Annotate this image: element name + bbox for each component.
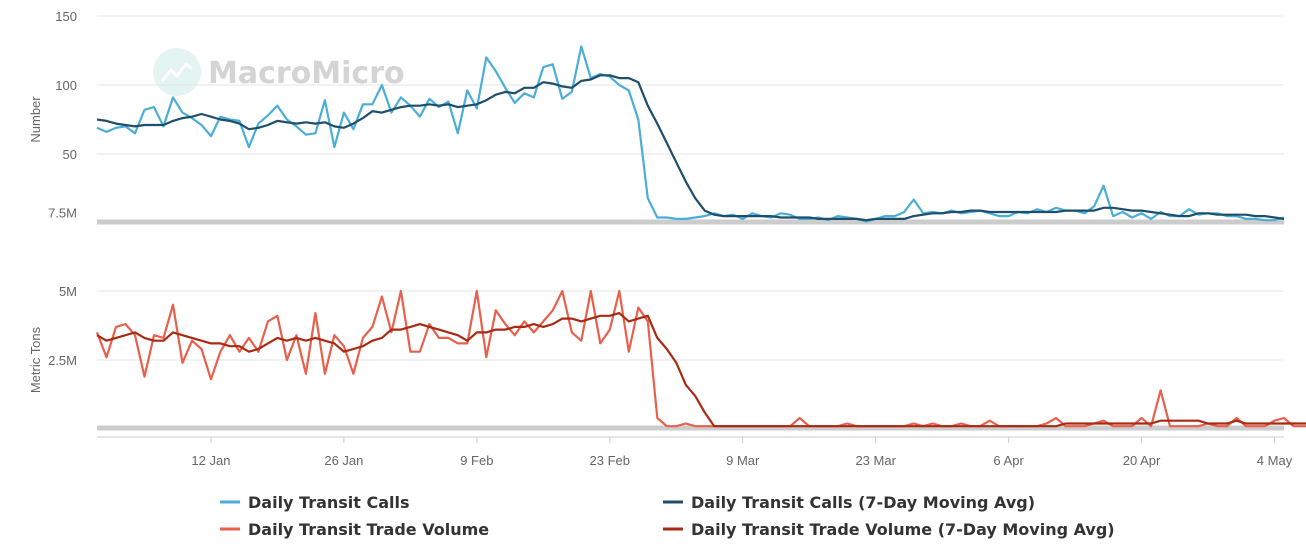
x-tick-label: 20 Apr (1123, 453, 1161, 468)
x-tick-label: 26 Jan (324, 453, 363, 468)
legend-item: Daily Transit Trade Volume (220, 520, 489, 539)
y-tick-label: 5M (59, 284, 77, 299)
x-tick-label: 23 Mar (855, 453, 896, 468)
legend-item: Daily Transit Trade Volume (7-Day Moving… (663, 520, 1115, 539)
y-tick-label: 7.5M (48, 206, 77, 221)
watermark: MacroMicro (153, 48, 405, 96)
series-line-2 (96, 312, 1306, 428)
y-tick-label: 150 (55, 9, 77, 24)
panel-1: 150 100 50 7.5M Number (28, 9, 1285, 225)
x-tick-label: 12 Jan (191, 453, 230, 468)
legend-label: Daily Transit Calls (248, 493, 410, 512)
x-tick-label: 6 Apr (993, 453, 1024, 468)
legend-label: Daily Transit Calls (7-Day Moving Avg) (691, 493, 1035, 512)
y-tick-label: 50 (63, 147, 77, 162)
x-tick-label: 9 Mar (726, 453, 760, 468)
panel-2: 5M 2.5M Metric Tons (28, 284, 1306, 431)
x-tick-label: 4 May (1257, 453, 1293, 468)
y-axis-title: Number (28, 96, 43, 143)
series-line-1 (96, 45, 1285, 223)
x-tick-label: 9 Feb (460, 453, 493, 468)
legend-item: Daily Transit Calls (7-Day Moving Avg) (663, 493, 1035, 512)
y-tick-label: 2.5M (48, 353, 77, 368)
series-line-2 (96, 74, 1285, 222)
legend-item: Daily Transit Calls (220, 493, 410, 512)
watermark-text: MacroMicro (208, 56, 405, 91)
watermark-logo-icon (153, 48, 201, 96)
legend-label: Daily Transit Trade Volume (7-Day Moving… (691, 520, 1115, 539)
legend: Daily Transit Calls Daily Transit Calls (… (220, 493, 1115, 539)
y-axis-title: Metric Tons (28, 326, 43, 393)
y-tick-label: 100 (55, 78, 77, 93)
legend-label: Daily Transit Trade Volume (248, 520, 489, 539)
x-tick-label: 23 Feb (590, 453, 630, 468)
watermark-logo-mark (161, 62, 193, 82)
